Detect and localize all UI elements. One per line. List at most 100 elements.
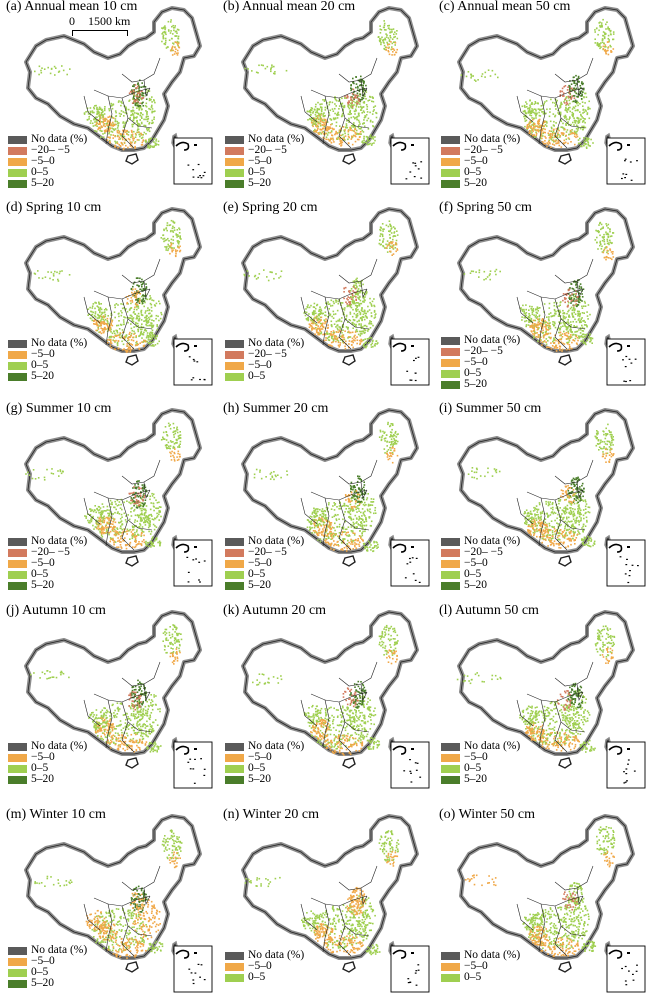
raster-cell xyxy=(148,138,150,141)
raster-cell xyxy=(541,341,544,343)
raster-cell xyxy=(151,319,153,321)
raster-cell xyxy=(549,135,552,137)
raster-cell xyxy=(583,305,585,307)
raster-cell xyxy=(125,106,127,108)
raster-cell xyxy=(141,136,144,139)
raster-cell xyxy=(383,24,386,27)
raster-cell xyxy=(355,282,357,285)
raster-cell xyxy=(357,119,360,122)
raster-cell xyxy=(559,334,561,337)
raster-cell xyxy=(136,293,138,295)
raster-cell xyxy=(557,340,560,343)
raster-cell xyxy=(528,313,530,315)
raster-cell xyxy=(150,303,153,306)
raster-cell xyxy=(605,51,607,53)
raster-cell xyxy=(324,333,327,336)
raster-cell xyxy=(353,323,356,325)
raster-cell xyxy=(345,301,347,303)
raster-cell xyxy=(353,312,356,315)
raster-cell xyxy=(569,96,572,98)
raster-cell xyxy=(532,134,534,137)
raster-cell xyxy=(109,127,112,129)
raster-cell xyxy=(326,102,328,104)
raster-cell xyxy=(148,97,151,100)
raster-cell xyxy=(129,300,132,302)
raster-cell xyxy=(542,323,545,325)
raster-cell xyxy=(566,306,569,308)
raster-cell xyxy=(102,116,104,119)
raster-cell xyxy=(305,308,307,310)
raster-cell xyxy=(578,329,580,331)
raster-cell xyxy=(145,520,147,522)
raster-cell xyxy=(322,130,324,133)
raster-cell xyxy=(386,245,389,247)
raster-cell xyxy=(550,315,553,318)
raster-cell xyxy=(133,130,135,133)
raster-cell xyxy=(139,522,141,525)
raster-cell xyxy=(137,305,140,308)
raster-cell xyxy=(118,100,120,102)
raster-cell xyxy=(589,313,591,316)
raster-cell xyxy=(141,82,143,84)
raster-cell xyxy=(358,298,360,300)
raster-cell xyxy=(525,308,527,311)
raster-cell xyxy=(569,327,572,329)
raster-cell xyxy=(342,341,344,343)
raster-cell xyxy=(583,140,586,143)
raster-cell xyxy=(319,116,322,118)
raster-cell xyxy=(334,103,336,105)
raster-cell xyxy=(95,122,98,124)
raster-cell xyxy=(575,321,578,323)
raster-cell xyxy=(391,42,394,45)
raster-cell xyxy=(137,131,140,134)
raster-cell xyxy=(147,118,150,120)
raster-cell xyxy=(98,301,100,304)
raster-cell xyxy=(142,297,145,300)
raster-cell xyxy=(122,323,125,326)
raster-cell xyxy=(605,256,608,258)
raster-cell xyxy=(331,345,333,347)
raster-cell xyxy=(314,117,316,120)
raster-cell xyxy=(568,316,570,318)
raster-cell xyxy=(568,348,571,351)
raster-cell xyxy=(545,125,548,127)
raster-cell xyxy=(585,146,588,148)
raster-cell xyxy=(134,116,136,119)
raster-cell xyxy=(335,125,338,127)
raster-cell xyxy=(132,336,134,339)
raster-cell xyxy=(539,330,542,333)
raster-cell xyxy=(553,342,556,344)
raster-cell xyxy=(537,324,539,327)
raster-cell xyxy=(345,123,348,125)
raster-cell xyxy=(135,525,137,527)
raster-cell xyxy=(379,28,382,31)
raster-cell xyxy=(570,283,572,285)
raster-cell xyxy=(393,49,396,51)
raster-cell xyxy=(100,315,102,318)
raster-cell xyxy=(150,297,152,299)
raster-cell xyxy=(565,97,567,99)
raster-cell xyxy=(103,515,105,518)
south-china-sea-inset xyxy=(606,137,646,185)
raster-cell xyxy=(104,120,106,122)
raster-cell xyxy=(319,330,322,332)
raster-cell xyxy=(110,314,113,316)
raster-cell xyxy=(524,120,527,122)
raster-cell xyxy=(567,137,570,139)
raster-cell xyxy=(147,321,150,323)
raster-cell xyxy=(359,78,362,81)
raster-cell xyxy=(128,348,131,351)
province-boundary xyxy=(338,117,352,149)
raster-cell xyxy=(134,306,136,309)
raster-cell xyxy=(121,340,123,343)
raster-cell xyxy=(341,137,344,140)
raster-cell xyxy=(96,322,98,325)
raster-cell xyxy=(544,124,547,126)
raster-cell xyxy=(139,334,141,337)
raster-cell xyxy=(391,54,393,56)
raster-cell xyxy=(549,133,552,135)
raster-cell xyxy=(535,117,537,119)
raster-cell xyxy=(552,129,555,131)
raster-cell xyxy=(529,325,532,327)
legend-swatch xyxy=(8,361,27,370)
